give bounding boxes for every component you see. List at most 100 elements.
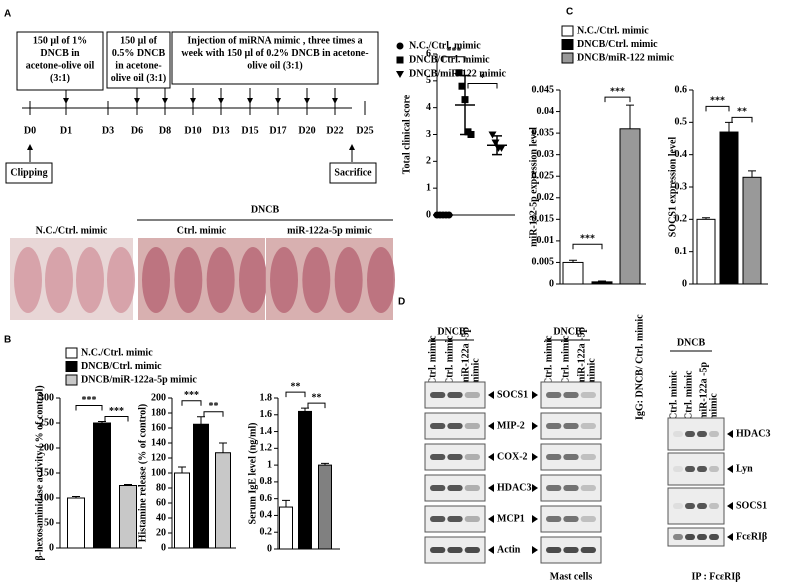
step-text: 0.5% DNCB — [112, 48, 166, 59]
y-tick-label: 1.2 — [260, 443, 273, 454]
bar — [742, 176, 762, 285]
blot-footer: Mast cells — [550, 571, 593, 582]
band-arrow — [488, 453, 494, 461]
band-label: Actin — [497, 544, 521, 555]
day-label: D20 — [298, 125, 315, 136]
step-text: week with 150 µl of 0.2% DNCB in acetone… — [181, 48, 368, 59]
sacrifice-box — [329, 162, 377, 184]
y-tick-label: 4 — [426, 102, 431, 113]
blot-band — [697, 503, 707, 509]
sig-bracket — [104, 416, 129, 422]
step-text: 150 µl of — [120, 35, 158, 46]
blot-panel — [667, 527, 725, 547]
lane-label: Ctrl. mimic — [444, 335, 455, 385]
blot-band — [580, 547, 596, 553]
sig-label: *** — [184, 390, 199, 401]
legend-swatch — [561, 25, 574, 37]
bar — [562, 261, 584, 285]
y-tick-label: 150 — [39, 467, 54, 478]
legend-marker — [396, 42, 404, 50]
y-tick-label: 0 — [549, 278, 554, 289]
y-tick-label: 1.8 — [260, 392, 273, 403]
lane-label: Ctrl. mimic — [427, 335, 438, 385]
band-label: Lyn — [736, 463, 753, 474]
legend-label: N.C./Ctrl. mimic — [81, 347, 153, 358]
y-tick-label: 0.025 — [532, 171, 555, 182]
mouse-skin — [14, 247, 42, 313]
blot-band — [709, 431, 719, 437]
panel-label: C — [566, 7, 573, 18]
sig-bracket — [203, 411, 224, 417]
band-label: SOCS1 — [497, 389, 528, 400]
panel-label: B — [4, 335, 11, 346]
legend-marker — [396, 56, 404, 64]
y-tick-label: 3 — [426, 129, 431, 140]
y-tick-label: 0.045 — [532, 84, 555, 95]
blot-band — [430, 547, 446, 553]
mouse-skin — [367, 247, 395, 313]
y-axis-label: SOCS1 expression level — [667, 137, 678, 238]
error-bar — [569, 259, 577, 263]
blot-band — [430, 516, 446, 522]
mouse-skin — [239, 247, 267, 313]
mouse-skin — [76, 247, 104, 313]
y-tick-label: 0 — [49, 542, 54, 553]
band-label: HDAC3 — [497, 482, 531, 493]
blot-band — [546, 485, 562, 491]
mouse-skin — [142, 247, 170, 313]
blot-panel — [667, 417, 725, 451]
band-label: SOCS1 — [736, 500, 767, 511]
point — [458, 82, 466, 90]
lane-label: mimic — [586, 358, 597, 385]
blot-band — [673, 466, 683, 472]
sig-label: *** — [447, 46, 462, 57]
y-tick-label: 100 — [39, 492, 54, 503]
error-bar — [72, 496, 80, 498]
y-tick-label: 200 — [39, 442, 54, 453]
y-tick-label: 300 — [39, 392, 54, 403]
y-tick-label: 160 — [151, 422, 166, 433]
blot-band — [673, 431, 683, 437]
step-text: (3:1) — [50, 73, 70, 84]
sig-bracket — [442, 56, 466, 62]
blot-band — [464, 547, 480, 553]
band-arrow — [727, 502, 733, 510]
band-arrow — [532, 484, 538, 492]
error-bar — [301, 407, 309, 412]
blot-band — [447, 392, 463, 398]
y-tick-label: 0 — [426, 209, 431, 220]
y-tick-label: 0.1 — [675, 246, 688, 257]
day-label: D22 — [326, 125, 343, 136]
blot-band — [447, 454, 463, 460]
blot-band — [447, 485, 463, 491]
blot-band — [430, 454, 446, 460]
y-axis-label: Serum IgE level (ng/ml) — [247, 423, 258, 525]
bar — [193, 423, 209, 549]
y-tick-label: 0 — [682, 278, 687, 289]
band-arrow — [532, 546, 538, 554]
bar — [279, 506, 293, 550]
sacrifice-label: Sacrifice — [334, 167, 372, 178]
mouse-skin — [302, 247, 331, 313]
photo-label: miR-122a-5p mimic — [287, 225, 372, 236]
point — [488, 131, 497, 139]
legend-label: DNCB/Ctrl. mimic — [81, 361, 162, 372]
blot-band — [546, 547, 562, 553]
y-tick-label: 250 — [39, 417, 54, 428]
blot-band — [685, 431, 695, 437]
day-label: D1 — [60, 125, 72, 136]
y-tick-label: 1 — [267, 459, 272, 470]
blot-band — [580, 485, 596, 491]
y-tick-label: 100 — [151, 467, 166, 478]
lane-label: miR-122a -5p — [698, 362, 709, 420]
error-bar — [178, 466, 186, 473]
legend-label: DNCB/miR-122 mimic — [577, 52, 674, 63]
band-arrow — [488, 422, 494, 430]
blot-band — [709, 466, 719, 472]
y-axis-label: Histamine release (% of control) — [137, 404, 148, 543]
day-label: D0 — [24, 125, 36, 136]
blot-band — [464, 485, 480, 491]
clip-label: Clipping — [10, 167, 47, 178]
